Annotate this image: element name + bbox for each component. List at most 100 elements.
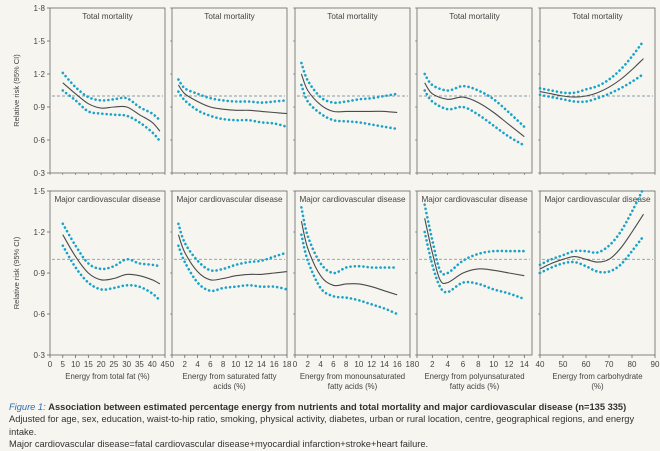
caption-adjustment-note: Adjusted for age, sex, education, waist-… [9, 414, 635, 437]
x-axis-label: (%) [591, 382, 604, 391]
x-tick-label: 18 [283, 360, 292, 369]
x-tick-label: 4 [318, 360, 323, 369]
panel-title: Total mortality [449, 12, 500, 21]
x-tick-label: 14 [257, 360, 266, 369]
y-tick-label: 0·9 [33, 269, 45, 278]
ci-upper-line [61, 222, 162, 271]
chart-panel: Major cardiovascular disease 0 2 4 6 8 10 12 14 E… [415, 190, 533, 391]
chart-panel: Total mortality [170, 7, 289, 175]
panel-title: Major cardiovascular disease [544, 195, 650, 204]
estimate-line [62, 234, 161, 285]
panel-title: Major cardiovascular disease [176, 195, 282, 204]
x-tick-label: 16 [393, 360, 402, 369]
x-tick-label: 50 [559, 360, 568, 369]
x-axis-label: fatty acids (%) [328, 382, 378, 391]
estimate-line [539, 58, 644, 98]
y-tick-label: 0·3 [33, 351, 45, 360]
x-tick-label: 2 [306, 360, 311, 369]
y-tick-label: 0·6 [33, 310, 45, 319]
x-tick-label: 6 [208, 360, 213, 369]
ci-upper-line [61, 71, 162, 122]
panel-title: Total mortality [204, 12, 255, 21]
x-tick-label: 40 [536, 360, 545, 369]
estimate-line [177, 84, 288, 115]
y-tick-label: 1·5 [33, 187, 45, 196]
ci-lower-line [61, 89, 162, 143]
estimate-line [424, 218, 525, 285]
ci-lower-line [300, 83, 399, 131]
chart-panel: Total mortality [293, 7, 411, 175]
y-tick-label: 1·2 [33, 228, 45, 237]
panel-frame [416, 7, 533, 174]
chart-panel: Total mortality [415, 7, 533, 175]
figure-title: Association between estimated percentage… [48, 402, 627, 412]
ci-upper-line [300, 206, 399, 275]
x-axis-label: fatty acids (%) [450, 382, 500, 391]
x-tick-label: 10 [231, 360, 240, 369]
ci-lower-line [61, 244, 162, 302]
panel-title: Total mortality [82, 12, 133, 21]
x-axis-label: Energy from carbohydrate [552, 372, 642, 381]
chart-panel: Total mortality 0·3 0·6 0·9 1·2 1·5 1·8 [33, 4, 166, 178]
x-tick-label: 70 [605, 360, 614, 369]
x-tick-label: 8 [221, 360, 226, 369]
x-tick-label: 60 [582, 360, 591, 369]
x-tick-label: 10 [489, 360, 498, 369]
panel-title: Total mortality [327, 12, 378, 21]
x-tick-label: 12 [505, 360, 514, 369]
ci-lower-line [538, 72, 645, 104]
panel-frame [171, 7, 288, 174]
estimate-line [424, 82, 525, 138]
x-tick-label: 6 [331, 360, 336, 369]
x-axis-label: acids (%) [213, 382, 246, 391]
estimate-line [62, 82, 161, 132]
x-tick-label: 0 [293, 360, 298, 369]
ci-lower-line [423, 89, 526, 147]
ci-lower-line [423, 230, 526, 301]
panel-title: Major cardiovascular disease [421, 195, 527, 204]
x-axis-label: Energy from polyunsaturated [424, 372, 524, 381]
y-axis-label: Relative risk (95% CI) [12, 236, 21, 309]
x-tick-label: 10 [71, 360, 80, 369]
x-tick-label: 25 [109, 360, 118, 369]
ci-upper-line [538, 39, 645, 95]
y-tick-label: 0·3 [33, 169, 45, 178]
x-tick-label: 35 [135, 360, 144, 369]
y-tick-label: 1·5 [33, 37, 45, 46]
x-axis-label: Energy from monounsaturated [300, 372, 405, 381]
estimate-line [300, 73, 398, 114]
x-tick-label: 40 [148, 360, 157, 369]
x-tick-label: 0 [415, 360, 420, 369]
estimate-line [177, 234, 288, 281]
chart-panel: Total mortality [538, 7, 656, 175]
x-tick-label: 80 [628, 360, 637, 369]
ci-upper-line [538, 187, 645, 267]
chart-panel: Major cardiovascular disease 0 2 4 6 8 10 12 14 1… [170, 190, 292, 391]
x-tick-label: 2 [183, 360, 188, 369]
y-axis-label: Relative risk (95% CI) [12, 54, 21, 127]
x-tick-label: 8 [476, 360, 481, 369]
x-tick-label: 8 [344, 360, 349, 369]
panel-title: Major cardiovascular disease [54, 195, 160, 204]
chart-panel: Major cardiovascular disease 0·3 0·6 0·9 1·2… [33, 187, 170, 381]
panel-frame [49, 7, 166, 174]
figure-label: Figure 1: [9, 402, 46, 412]
x-tick-label: 4 [445, 360, 450, 369]
estimate-line [300, 220, 398, 296]
x-tick-label: 45 [161, 360, 170, 369]
x-tick-label: 4 [195, 360, 200, 369]
x-tick-label: 2 [430, 360, 435, 369]
x-tick-label: 30 [122, 360, 131, 369]
x-tick-label: 14 [380, 360, 389, 369]
y-tick-label: 1·8 [33, 4, 45, 13]
x-tick-label: 0 [48, 360, 53, 369]
estimate-line [539, 213, 644, 270]
x-tick-label: 20 [97, 360, 106, 369]
x-tick-label: 0 [170, 360, 175, 369]
panel-title: Major cardiovascular disease [299, 195, 405, 204]
x-tick-label: 14 [520, 360, 529, 369]
x-tick-label: 16 [270, 360, 279, 369]
chart-panel: Major cardiovascular disease 0 2 4 6 8 10 12 14 1… [293, 190, 415, 391]
ci-lower-line [538, 234, 645, 275]
x-tick-label: 12 [244, 360, 253, 369]
